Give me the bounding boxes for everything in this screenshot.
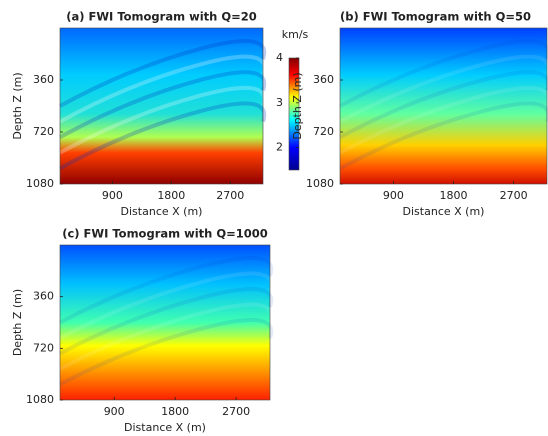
layer-stripe	[59, 302, 274, 371]
y-tick-label: 720	[313, 125, 334, 138]
x-axis-label: Distance X (m)	[121, 205, 203, 218]
y-tick-label: 1080	[26, 393, 54, 406]
layer-stripe	[339, 70, 548, 139]
x-tick-label: 900	[383, 189, 404, 202]
y-tick-label: 1080	[306, 177, 334, 190]
layer-stripe	[339, 54, 548, 124]
layer-stripe	[339, 39, 548, 108]
plot-frame	[339, 27, 548, 185]
colorbar-tick-label: 3	[276, 96, 283, 109]
y-tick-label: 360	[33, 290, 54, 303]
x-tick-label: 1800	[440, 189, 468, 202]
plot-frame	[59, 244, 271, 401]
x-tick-label: 900	[104, 405, 125, 418]
y-tick-label: 360	[33, 73, 54, 86]
x-tick-label: 2700	[216, 189, 244, 202]
x-axis-label: Distance X (m)	[403, 205, 485, 218]
x-tick-label: 900	[102, 189, 123, 202]
layer-stripe	[339, 101, 548, 171]
plot-frame	[59, 27, 264, 185]
x-tick-label: 1800	[161, 405, 189, 418]
panel-title: (b) FWI Tomogram with Q=50	[340, 10, 531, 24]
colorbar	[288, 57, 300, 171]
y-axis-label: Depth Z (m)	[11, 289, 24, 356]
y-tick-label: 720	[33, 341, 54, 354]
tomogram-image	[340, 28, 547, 184]
layer-stripe	[59, 85, 267, 155]
colorbar-tick-label: 2	[276, 141, 283, 154]
layer-stripe	[59, 70, 267, 139]
y-tick-label: 1080	[26, 177, 54, 190]
layer-stripe	[59, 317, 274, 387]
x-tick-label: 1800	[157, 189, 185, 202]
tomogram-image	[60, 245, 270, 400]
layer-stripe	[59, 101, 267, 171]
panel-title: (a) FWI Tomogram with Q=20	[66, 10, 257, 24]
y-tick-label: 720	[33, 125, 54, 138]
layer-stripe	[339, 85, 548, 155]
y-axis-label: Depth Z (m)	[291, 72, 304, 139]
layer-stripe	[59, 54, 267, 124]
tomogram-image	[60, 28, 263, 184]
layer-stripe	[59, 255, 274, 325]
layer-stripe	[59, 271, 274, 340]
layer-stripe	[59, 39, 267, 108]
colorbar-label: km/s	[282, 28, 309, 41]
x-axis-label: Distance X (m)	[124, 421, 206, 434]
x-tick-label: 2700	[500, 189, 528, 202]
x-tick-label: 2700	[222, 405, 250, 418]
layer-stripe	[59, 286, 274, 356]
panel-title: (c) FWI Tomogram with Q=1000	[62, 227, 268, 241]
y-axis-label: Depth Z (m)	[11, 72, 24, 139]
y-tick-label: 360	[313, 73, 334, 86]
colorbar-tick-label: 4	[276, 51, 283, 64]
